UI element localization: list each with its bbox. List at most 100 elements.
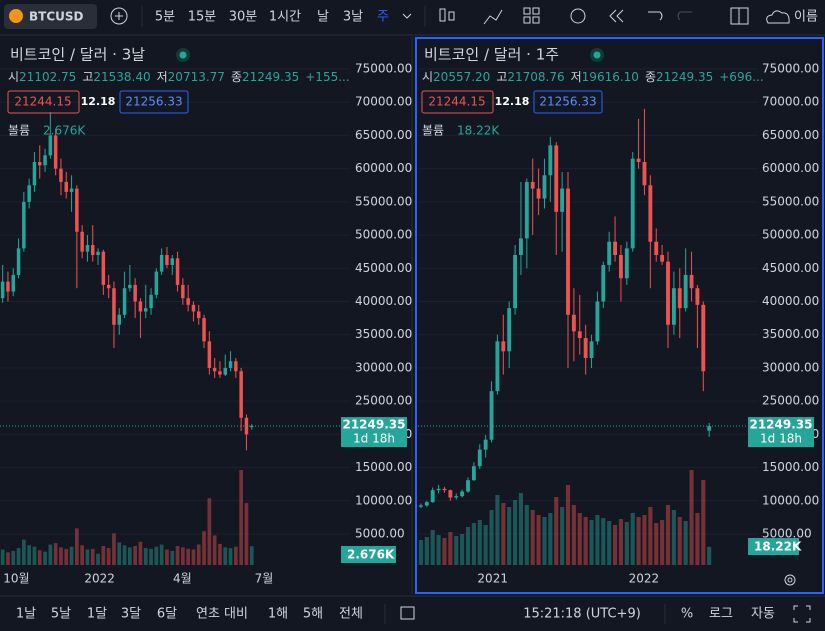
indicators[interactable] xyxy=(483,9,503,25)
symbol-logo xyxy=(9,9,23,23)
candle-body xyxy=(159,255,164,272)
volume-bar xyxy=(85,549,90,565)
ohlc-value: 19616.10 xyxy=(582,70,639,84)
volume-bar xyxy=(48,544,53,565)
templates[interactable] xyxy=(523,7,540,24)
log-toggle[interactable]: 로그 xyxy=(709,607,733,622)
volume-bar xyxy=(671,510,676,565)
candle-body xyxy=(112,288,116,325)
symbol-button[interactable] xyxy=(4,4,97,29)
bid[interactable]: 21244.15 xyxy=(14,95,71,109)
range-button[interactable]: 1달 xyxy=(87,607,107,622)
y-tick-label: 60000.00 xyxy=(355,161,412,175)
y-tick-label: 75000.00 xyxy=(355,62,412,76)
range-button[interactable]: 1날 xyxy=(16,607,36,622)
interval-menu[interactable] xyxy=(402,13,412,19)
candle-body xyxy=(250,426,254,428)
candle-body xyxy=(170,258,174,265)
ohlc-label: 저 xyxy=(157,70,168,84)
chart-type[interactable] xyxy=(439,8,446,22)
ohlc-label: 종 xyxy=(645,70,656,84)
percent-toggle[interactable]: % xyxy=(681,607,693,622)
volume-bar xyxy=(149,548,153,565)
bid[interactable]: 21244.15 xyxy=(428,95,485,109)
x-tick-label: 10월 xyxy=(3,572,29,586)
ask[interactable]: 21256.33 xyxy=(539,95,596,109)
range-button[interactable]: 전체 xyxy=(339,607,363,622)
ohlc-value: 21102.75 xyxy=(19,70,76,84)
volume-bar xyxy=(133,546,138,565)
range-button[interactable]: 3달 xyxy=(121,607,141,622)
layout-name[interactable]: 이름 xyxy=(794,10,818,25)
candle-body xyxy=(38,162,42,166)
candle-body xyxy=(489,391,494,440)
last-price-label: 21249.35 xyxy=(749,418,812,432)
bid-box[interactable] xyxy=(7,90,80,114)
interval[interactable]: 30분 xyxy=(229,10,258,25)
range-button[interactable]: 6달 xyxy=(157,607,177,622)
interval[interactable]: 1시간 xyxy=(269,10,301,25)
ask[interactable]: 21256.33 xyxy=(125,95,182,109)
countdown: 1d 18h xyxy=(760,432,802,446)
interval[interactable]: 5분 xyxy=(155,10,175,25)
candle-body xyxy=(607,241,612,265)
interval[interactable]: 날 xyxy=(317,10,329,25)
candle-body xyxy=(228,361,233,368)
replay[interactable] xyxy=(609,9,617,23)
y-tick-label: 30000.00 xyxy=(762,360,819,374)
interval[interactable]: 주 xyxy=(377,10,389,25)
volume-bar xyxy=(37,550,42,565)
range-button[interactable]: 1해 xyxy=(268,607,288,622)
volume-bar xyxy=(165,549,169,565)
range-button[interactable]: 5날 xyxy=(51,607,71,622)
symbol[interactable]: BTCUSD xyxy=(29,10,84,24)
candle-body xyxy=(642,162,647,186)
candle-body xyxy=(589,341,594,358)
interval[interactable]: 15분 xyxy=(188,10,217,25)
candle-body xyxy=(22,201,26,249)
volume-bar xyxy=(513,500,518,565)
undo[interactable] xyxy=(648,11,663,21)
ohlc-value: 20557.20 xyxy=(433,70,490,84)
fullscreen[interactable] xyxy=(793,605,811,623)
ask-box[interactable] xyxy=(533,90,603,114)
candle-body xyxy=(101,251,106,285)
auto-toggle[interactable]: 자동 xyxy=(751,607,775,622)
alert[interactable] xyxy=(570,8,586,24)
candle-body xyxy=(202,318,206,342)
settings[interactable] xyxy=(784,574,796,586)
y-tick-label: 70000.00 xyxy=(355,95,412,109)
y-tick-label: 70000.00 xyxy=(762,95,819,109)
y-tick-label: 15000.00 xyxy=(355,460,412,474)
volume-bar xyxy=(589,520,594,565)
range-button[interactable]: 연초 대비 xyxy=(196,607,248,622)
candle-body xyxy=(64,181,68,192)
volume-bar xyxy=(577,513,582,565)
candle-body xyxy=(207,341,212,368)
status-dot-core xyxy=(593,51,601,59)
ask-box[interactable] xyxy=(119,90,189,114)
candle-body xyxy=(138,301,143,312)
candle-body xyxy=(695,288,700,305)
volume-bar xyxy=(186,548,191,565)
volume-bar xyxy=(630,513,635,565)
interval[interactable]: 3날 xyxy=(343,10,363,25)
last-price-box xyxy=(748,417,814,448)
goto-date[interactable] xyxy=(400,606,415,620)
cloud[interactable] xyxy=(766,10,790,24)
volume-bar xyxy=(143,548,148,565)
add-compare[interactable] xyxy=(110,7,128,25)
range-button[interactable]: 5해 xyxy=(303,607,323,622)
y-tick-label: 40000.00 xyxy=(762,294,819,308)
candle-body xyxy=(6,281,10,292)
volume-bar xyxy=(471,523,476,565)
bid-box[interactable] xyxy=(421,90,494,114)
y-tick-label: 5000.00 xyxy=(762,527,812,541)
y-tick-label: 10000.00 xyxy=(355,493,412,507)
candle-body xyxy=(53,135,58,169)
candle-body xyxy=(530,181,535,189)
candle-body xyxy=(636,158,641,162)
candle-body xyxy=(133,284,137,302)
candle-body xyxy=(149,294,153,309)
candle-body xyxy=(218,371,222,375)
